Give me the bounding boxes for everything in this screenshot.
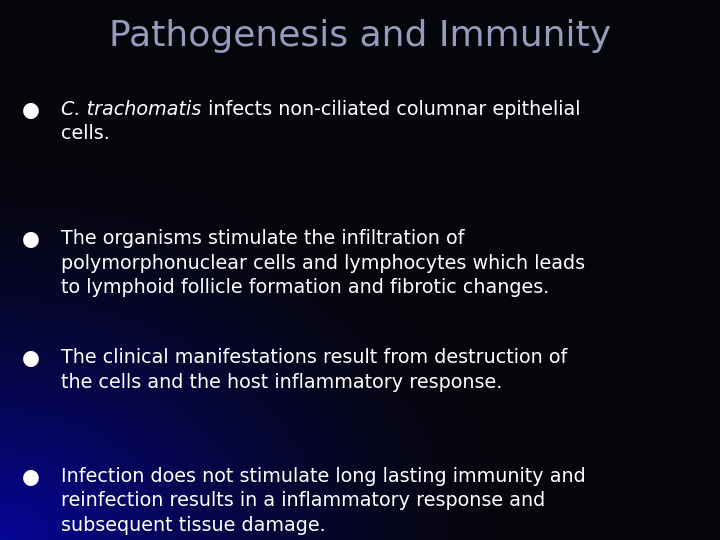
Text: The clinical manifestations result from destruction of
the cells and the host in: The clinical manifestations result from … [61,348,567,392]
Text: Pathogenesis and Immunity: Pathogenesis and Immunity [109,19,611,53]
Text: ●: ● [22,348,40,368]
Text: ●: ● [22,467,40,487]
Text: ●: ● [22,100,40,120]
Text: cells.: cells. [61,124,110,143]
Text: Infection does not stimulate long lasting immunity and
reinfection results in a : Infection does not stimulate long lastin… [61,467,586,535]
Text: infects non-ciliated columnar epithelial: infects non-ciliated columnar epithelial [202,100,580,119]
Text: ●: ● [22,230,40,249]
Text: The organisms stimulate the infiltration of
polymorphonuclear cells and lymphocy: The organisms stimulate the infiltration… [61,230,585,297]
Text: C. trachomatis: C. trachomatis [61,100,202,119]
